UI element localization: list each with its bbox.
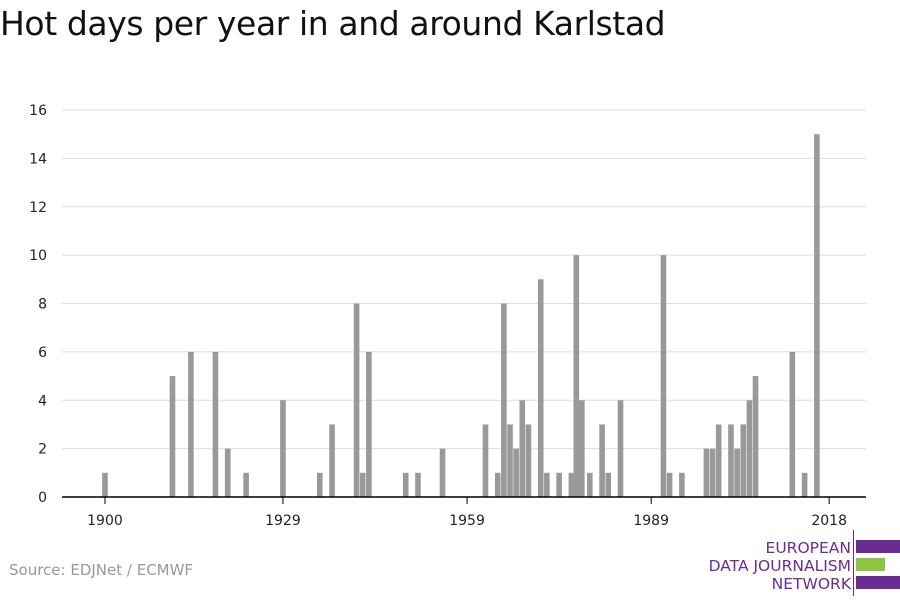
bar xyxy=(513,448,519,497)
y-tick-label: 10 xyxy=(29,248,47,264)
bar xyxy=(709,448,716,497)
bar xyxy=(537,279,544,497)
x-tick-label: 2018 xyxy=(811,513,847,529)
bar xyxy=(188,351,194,497)
bar xyxy=(703,448,710,497)
bar xyxy=(415,472,421,497)
bar xyxy=(359,472,366,497)
bar xyxy=(329,424,335,497)
bar xyxy=(666,472,673,497)
bar xyxy=(587,472,593,497)
bar xyxy=(679,472,685,497)
x-tick-label: 1900 xyxy=(87,513,123,529)
bar xyxy=(746,400,753,497)
bar xyxy=(402,472,409,497)
logo-line-2: DATA JOURNALISM xyxy=(708,557,851,575)
bar xyxy=(752,376,759,497)
logo-divider xyxy=(853,530,854,596)
bar xyxy=(525,424,532,497)
bar xyxy=(212,351,219,497)
bars xyxy=(102,134,820,497)
bar xyxy=(507,424,513,497)
bar xyxy=(102,472,108,497)
bar xyxy=(599,424,605,497)
source-note: Source: EDJNet / ECMWF xyxy=(9,561,194,579)
y-tick-label: 4 xyxy=(38,393,47,409)
y-tick-label: 6 xyxy=(38,345,47,361)
bar xyxy=(494,472,501,497)
y-tick-label: 12 xyxy=(29,200,47,216)
y-tick-label: 8 xyxy=(38,297,47,313)
bar xyxy=(728,424,734,497)
bar xyxy=(544,472,550,497)
y-tick-label: 0 xyxy=(38,490,47,506)
y-tick-label: 2 xyxy=(38,442,47,458)
x-tick-label: 1959 xyxy=(449,513,485,529)
bar xyxy=(789,351,796,497)
y-tick-label: 16 xyxy=(29,103,47,119)
logo-line-3: NETWORK xyxy=(771,575,851,593)
bar xyxy=(715,424,722,497)
logo-bar-green xyxy=(856,558,885,571)
bar xyxy=(353,303,360,497)
bar xyxy=(366,351,372,497)
x-axis-ticks: 1900 1929 1959 1989 2018 xyxy=(87,497,847,529)
x-tick-label: 1989 xyxy=(633,513,669,529)
bar xyxy=(740,424,747,497)
bar xyxy=(439,448,446,497)
logo-bar-purple-top xyxy=(856,540,900,553)
bar xyxy=(482,424,489,497)
x-tick-label: 1929 xyxy=(265,513,301,529)
y-axis-ticks: 0 2 4 6 8 10 12 14 16 xyxy=(29,103,47,506)
logo-bar-purple-bottom xyxy=(856,576,900,589)
bar xyxy=(573,255,580,497)
bar xyxy=(556,472,562,497)
bar xyxy=(579,400,585,497)
bar xyxy=(169,376,176,497)
bar xyxy=(814,134,820,497)
bar xyxy=(280,400,286,497)
bar xyxy=(519,400,526,497)
bar xyxy=(734,448,740,497)
bar xyxy=(660,255,667,497)
bar xyxy=(568,472,575,497)
logo-line-1: EUROPEAN xyxy=(765,539,851,557)
bar xyxy=(243,472,249,497)
gridlines xyxy=(62,109,866,450)
y-tick-label: 14 xyxy=(29,151,47,167)
chart-title: Hot days per year in and around Karlstad xyxy=(0,4,666,43)
bar xyxy=(501,303,507,497)
bar xyxy=(605,472,612,497)
bar xyxy=(316,472,323,497)
bar xyxy=(224,448,231,497)
edjnet-logo: EUROPEAN DATA JOURNALISM NETWORK xyxy=(696,530,900,600)
bar xyxy=(801,472,808,497)
bar xyxy=(617,400,624,497)
